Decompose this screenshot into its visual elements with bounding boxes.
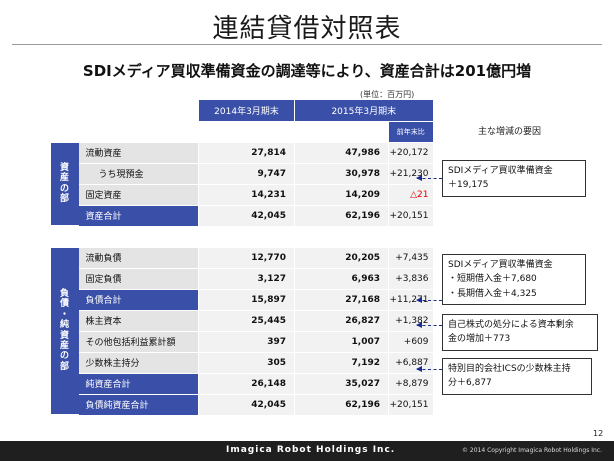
table-row: 純資産合計 26,148 35,027 +8,879 <box>51 373 433 395</box>
table-row: 少数株主持分 305 7,192 +6,887 <box>51 352 433 374</box>
note-line: 分＋6,877 <box>448 378 492 389</box>
value-2014: 305 <box>198 352 295 374</box>
value-2015: 62,196 <box>294 205 389 227</box>
table-subheader-row: 前年末比 <box>50 121 433 143</box>
value-2014: 42,045 <box>198 394 295 416</box>
value-2014: 42,045 <box>198 205 295 227</box>
column-header-yoy: 前年末比 <box>387 121 433 143</box>
footer-bar: Imagica Robot Holdings Inc. © 2014 Copyr… <box>0 441 614 461</box>
note-box-minority: 特別目的会社ICSの少数株主持 分＋6,877 <box>442 358 592 395</box>
column-header-2015: 2015年3月期末 <box>293 100 433 122</box>
value-2014: 15,897 <box>198 289 295 311</box>
value-2015: 7,192 <box>294 352 389 374</box>
row-label: 流動負債 <box>78 247 199 269</box>
value-2015: 62,196 <box>294 394 389 416</box>
value-2015: 27,168 <box>294 289 389 311</box>
table-row: その他包括利益累計額 397 1,007 +609 <box>51 331 433 353</box>
row-label: 資産合計 <box>78 205 199 227</box>
value-2015: 47,986 <box>294 142 389 164</box>
note-box-capital: 自己株式の処分による資本剰余 金の増加＋773 <box>442 314 598 351</box>
note-line: ＋19,175 <box>448 180 489 191</box>
value-change: △21 <box>387 184 433 206</box>
section-label-assets: 資産の部 <box>50 142 79 228</box>
page-number: 12 <box>593 429 604 438</box>
row-label: 株主資本 <box>78 310 199 332</box>
arrow-left-icon <box>416 297 442 303</box>
value-change: +11,271 <box>387 289 433 311</box>
value-2015: 30,978 <box>294 163 389 185</box>
note-line: ・短期借入金＋7,680 <box>448 274 537 285</box>
value-2014: 3,127 <box>198 268 295 290</box>
value-change: +20,151 <box>387 205 433 227</box>
company-logo: Imagica Robot Holdings Inc. <box>226 445 396 455</box>
notes-title: 主な増減の要因 <box>478 127 542 137</box>
table-row: 資産合計 42,045 62,196 +20,151 <box>51 205 433 227</box>
value-2014: 9,747 <box>198 163 295 185</box>
value-2014: 397 <box>198 331 295 353</box>
arrow-left-icon <box>416 322 442 328</box>
value-2014: 12,770 <box>198 247 295 269</box>
value-2015: 26,827 <box>294 310 389 332</box>
arrow-left-icon <box>416 366 442 372</box>
note-line: 特別目的会社ICSの少数株主持 <box>448 364 571 374</box>
balance-sheet-table: 2014年3月期末 2015年3月期末 前年末比 資産の部 流動資産 27,81… <box>50 100 433 417</box>
row-label: その他包括利益累計額 <box>78 331 199 353</box>
value-2014: 26,148 <box>198 373 295 395</box>
note-line: SDIメディア買収準備資金 <box>448 166 553 176</box>
row-label: 少数株主持分 <box>78 352 199 374</box>
row-label: 固定負債 <box>78 268 199 290</box>
value-2015: 14,209 <box>294 184 389 206</box>
table-row: 負債合計 15,897 27,168 +11,271 <box>51 289 433 311</box>
note-box-borrowings: SDIメディア買収準備資金 ・短期借入金＋7,680 ・長期借入金＋4,325 <box>442 254 586 306</box>
note-box-cash: SDIメディア買収準備資金 ＋19,175 <box>442 160 586 197</box>
note-line: 金の増加＋773 <box>448 334 511 345</box>
value-change: +20,151 <box>387 394 433 416</box>
unit-label: (単位：百万円) <box>360 90 415 99</box>
value-change: +1,382 <box>387 310 433 332</box>
value-change: +21,230 <box>387 163 433 185</box>
table-row: 負債・純資産の部 流動負債 12,770 20,205 +7,435 <box>50 247 433 417</box>
page-title: 連結貸借対照表 <box>212 14 402 44</box>
note-line: SDIメディア買収準備資金 <box>448 260 553 270</box>
column-header-2014: 2014年3月期末 <box>198 100 295 122</box>
row-label: 純資産合計 <box>78 373 199 395</box>
value-change: +8,879 <box>387 373 433 395</box>
table-row: 負債純資産合計 42,045 62,196 +20,151 <box>51 394 433 416</box>
table-header-row: 2014年3月期末 2015年3月期末 <box>50 100 433 122</box>
value-change: +7,435 <box>387 247 433 269</box>
page-subtitle: SDIメディア買収準備資金の調達等により、資産合計は201億円増 <box>82 62 532 80</box>
row-label: 負債合計 <box>78 289 199 311</box>
row-label: 流動資産 <box>78 142 199 164</box>
value-2014: 27,814 <box>198 142 295 164</box>
value-2015: 1,007 <box>294 331 389 353</box>
value-2015: 35,027 <box>294 373 389 395</box>
copyright-text: © 2014 Copyright Imagica Robot Holdings … <box>462 447 603 454</box>
note-line: 自己株式の処分による資本剰余 <box>448 320 574 330</box>
table-row: うち現預金 9,747 30,978 +21,230 <box>51 163 433 185</box>
arrow-left-icon <box>416 175 442 181</box>
value-change: +609 <box>387 331 433 353</box>
table-row: 資産の部 流動資産 27,814 47,986 +20,172 <box>50 142 433 228</box>
value-2015: 20,205 <box>294 247 389 269</box>
note-line: ・長期借入金＋4,325 <box>448 288 537 299</box>
value-change: +3,836 <box>387 268 433 290</box>
value-2014: 25,445 <box>198 310 295 332</box>
row-label: 固定資産 <box>78 184 199 206</box>
title-divider <box>12 44 602 45</box>
table-row: 固定資産 14,231 14,209 △21 <box>51 184 433 206</box>
row-label: 負債純資産合計 <box>78 394 199 416</box>
row-label: うち現預金 <box>78 163 199 185</box>
section-label-liabilities: 負債・純資産の部 <box>50 247 79 417</box>
table-row: 株主資本 25,445 26,827 +1,382 <box>51 310 433 332</box>
value-2014: 14,231 <box>198 184 295 206</box>
table-row: 固定負債 3,127 6,963 +3,836 <box>51 268 433 290</box>
value-change: +20,172 <box>387 142 433 164</box>
value-2015: 6,963 <box>294 268 389 290</box>
